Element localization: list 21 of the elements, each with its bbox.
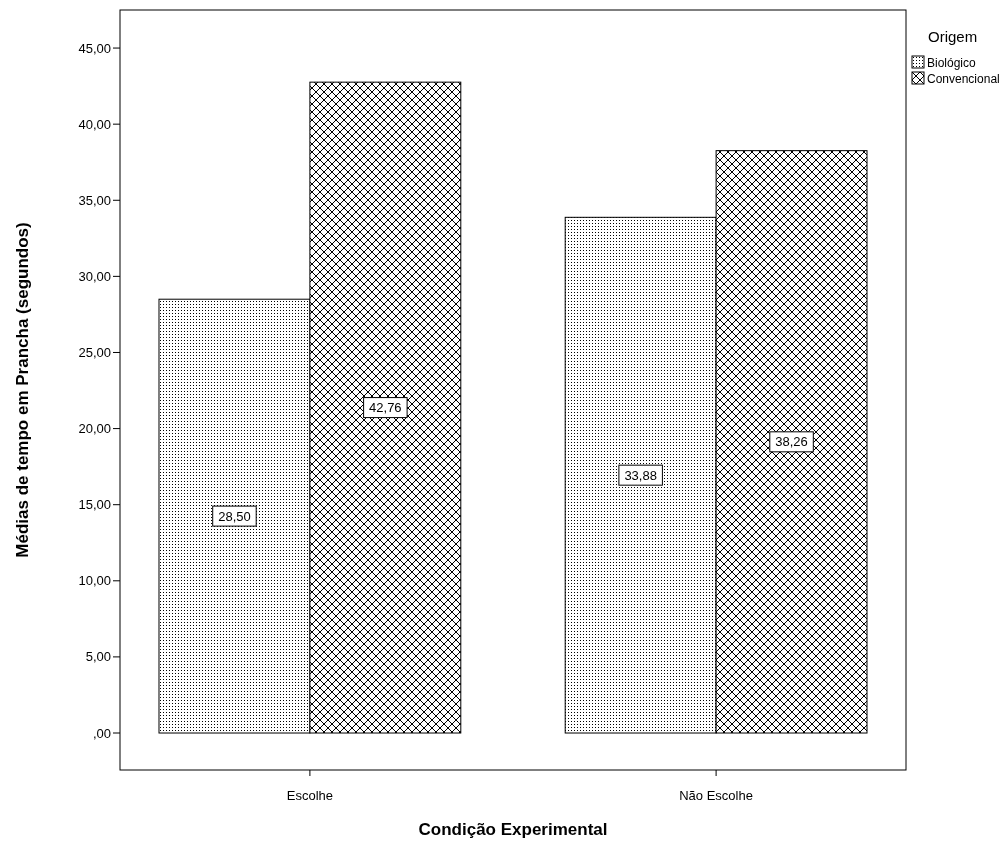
y-tick-label: ,00 [92, 725, 111, 741]
y-tick-label: 10,00 [78, 573, 111, 589]
legend-title: Origem [928, 28, 978, 45]
y-tick-label: 15,00 [78, 497, 111, 513]
y-tick-label: 35,00 [78, 192, 111, 208]
x-axis-title: Condição Experimental [418, 820, 608, 839]
data-label: 28,50 [218, 508, 251, 524]
y-axis-title: Médias de tempo em Prancha (segundos) [13, 222, 32, 558]
legend-label: Convencional [927, 72, 1000, 86]
x-tick-label: Escolhe [286, 788, 334, 803]
x-tick-label: Não Escolhe [679, 788, 753, 803]
legend-label: Biológico [927, 56, 977, 70]
y-tick-label: 25,00 [78, 344, 111, 360]
data-label: 42,76 [369, 400, 402, 416]
y-tick-label: 5,00 [85, 649, 111, 665]
y-tick-label: 20,00 [78, 421, 111, 437]
y-tick-label: 30,00 [78, 268, 111, 284]
y-tick-label: 40,00 [78, 116, 111, 132]
y-tick-label: 45,00 [78, 40, 111, 56]
data-label: 33,88 [624, 467, 657, 483]
data-label: 38,26 [775, 434, 808, 450]
